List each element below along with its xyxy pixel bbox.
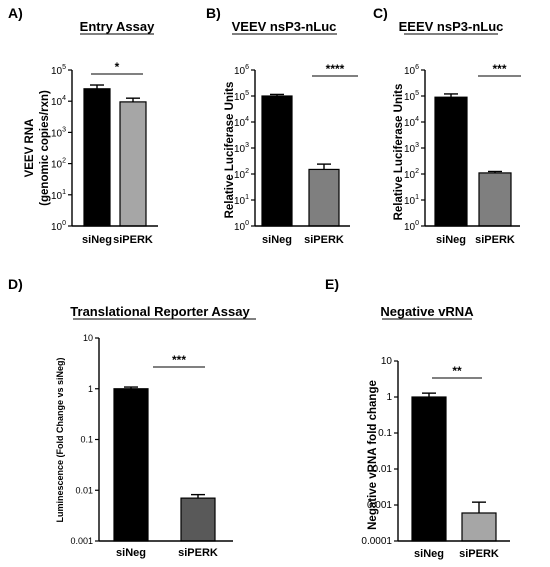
significance-marker: **** [326, 62, 345, 76]
y-tick-label: 103 [51, 126, 66, 139]
x-tick-label: siNeg [436, 234, 466, 246]
y-tick-exponent: 2 [245, 168, 249, 175]
y-tick-label: 10 [83, 333, 93, 343]
bar-sineg [411, 396, 447, 542]
y-tick-label: 0.1 [378, 428, 392, 439]
y-tick-label: 101 [51, 189, 66, 202]
y-tick-label: 0.01 [75, 485, 93, 495]
bar-sineg [261, 95, 293, 227]
y-tick-label: 0.001 [70, 536, 93, 546]
y-tick-label: 0.0001 [361, 536, 392, 547]
y-tick-label: 100 [51, 220, 66, 233]
y-tick-exponent: 5 [62, 64, 66, 71]
y-tick-exponent: 4 [415, 116, 419, 123]
x-tick-label: siPERK [304, 234, 344, 246]
y-tick-exponent: 3 [415, 142, 419, 149]
y-tick-exponent: 4 [245, 116, 249, 123]
bar-sineg [83, 88, 111, 227]
panel-e: E) Negative vRNA siNeg siPERK 0.0001 0.001 0.0… [325, 276, 510, 560]
x-tick-label: siNeg [414, 548, 444, 560]
panel-letter: B) [206, 5, 221, 21]
panel-letter: A) [8, 5, 23, 21]
chart-title: Translational Reporter Assay [70, 304, 250, 319]
y-axis-label: VEEV RNA [24, 119, 36, 178]
y-tick-label: 105 [234, 90, 249, 103]
significance-marker: * [115, 60, 120, 74]
x-tick-label: siPERK [459, 548, 499, 560]
y-tick-label: 104 [404, 116, 419, 129]
x-tick-label: siPERK [178, 547, 218, 559]
bar-siperk [478, 172, 512, 227]
y-axis-label: (genomic copies/rxn) [39, 90, 51, 206]
y-tick-exponent: 3 [62, 126, 66, 133]
y-tick-label: 0.001 [367, 500, 392, 511]
bar-sineg [434, 96, 468, 227]
x-tick-label: siNeg [262, 234, 292, 246]
bar-siperk [119, 101, 147, 227]
x-tick-label: siNeg [116, 547, 146, 559]
y-tick-label: 100 [234, 220, 249, 233]
y-tick-label: 102 [51, 158, 66, 171]
y-tick-exponent: 1 [415, 194, 419, 201]
y-tick-exponent: 2 [415, 168, 419, 175]
y-tick-exponent: 2 [62, 158, 66, 165]
y-tick-label: 106 [404, 64, 419, 77]
y-tick-label: 102 [404, 168, 419, 181]
y-axis-label: Negative vRNA fold change [367, 380, 379, 530]
bar-sineg [113, 388, 149, 542]
y-tick-label: 100 [404, 220, 419, 233]
y-tick-exponent: 0 [415, 220, 419, 227]
x-tick-label: siPERK [475, 234, 515, 246]
y-tick-label: 0.1 [80, 435, 93, 445]
y-tick-exponent: 5 [415, 90, 419, 97]
y-tick-label: 101 [234, 194, 249, 207]
y-tick-label: 104 [234, 116, 249, 129]
y-axis-label: Relative Luciferase Units [393, 84, 405, 221]
y-tick-exponent: 0 [245, 220, 249, 227]
y-tick-label: 10 [381, 356, 393, 367]
y-tick-label: 1 [386, 392, 392, 403]
y-tick-label: 0.01 [373, 464, 393, 475]
chart-title: Negative vRNA [380, 304, 474, 319]
y-tick-exponent: 1 [62, 189, 66, 196]
x-tick-label: siPERK [113, 234, 153, 246]
y-tick-exponent: 6 [245, 64, 249, 71]
panel-letter: C) [373, 5, 388, 21]
bar-siperk [461, 512, 497, 542]
x-tick-label: siNeg [82, 234, 112, 246]
chart-title: VEEV nsP3-nLuc [232, 19, 337, 34]
y-tick-label: 105 [404, 90, 419, 103]
significance-marker: ** [452, 364, 462, 378]
y-tick-exponent: 1 [245, 194, 249, 201]
panel-d: D) Translational Reporter Assay siNeg siPER… [8, 276, 256, 559]
y-tick-label: 102 [234, 168, 249, 181]
y-tick-label: 103 [404, 142, 419, 155]
y-tick-exponent: 0 [62, 220, 66, 227]
y-axis-label: Relative Luciferase Units [224, 82, 236, 219]
panel-letter: E) [325, 276, 339, 292]
y-tick-label: 104 [51, 95, 66, 108]
significance-marker: *** [492, 62, 506, 76]
y-tick-exponent: 3 [245, 142, 249, 149]
panel-letter: D) [8, 276, 23, 292]
y-tick-label: 106 [234, 64, 249, 77]
y-tick-label: 1 [88, 384, 93, 394]
chart-title: EEEV nsP3-nLuc [399, 19, 504, 34]
bar-siperk [180, 497, 216, 542]
y-tick-exponent: 4 [62, 95, 66, 102]
bar-siperk [308, 168, 340, 227]
y-tick-label: 105 [51, 64, 66, 77]
chart-title: Entry Assay [80, 19, 155, 34]
significance-marker: *** [172, 353, 186, 367]
y-tick-exponent: 5 [245, 90, 249, 97]
y-tick-label: 101 [404, 194, 419, 207]
y-tick-exponent: 6 [415, 64, 419, 71]
y-tick-label: 103 [234, 142, 249, 155]
y-axis-label: Luminescence (Fold Change vs siNeg) [55, 357, 65, 522]
